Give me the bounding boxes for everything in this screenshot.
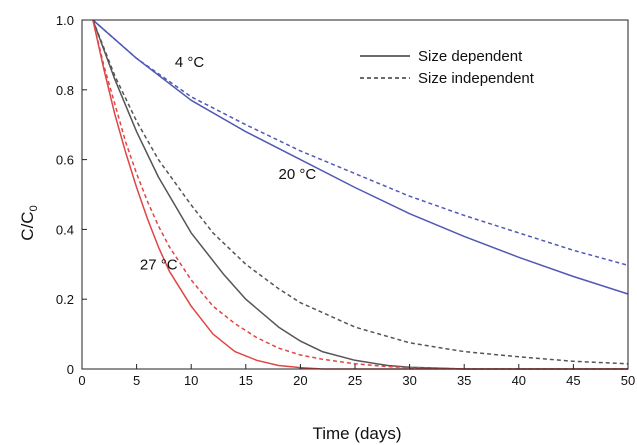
y-axis-label-subscript: 0 xyxy=(28,205,40,211)
legend-label-size-independent: Size independent xyxy=(418,70,535,87)
curve-annotation: 4 °C xyxy=(175,54,205,71)
x-tick-label: 5 xyxy=(133,373,140,388)
y-axis-label: C/C0 xyxy=(18,205,40,240)
y-axis-label-main: C/C xyxy=(18,211,37,240)
plot-frame xyxy=(81,19,629,370)
y-tick-label: 0.4 xyxy=(56,222,74,237)
series-line-dashed xyxy=(92,19,629,365)
y-tick-label: 0.6 xyxy=(56,153,74,168)
series-line-dashed xyxy=(92,19,629,267)
x-tick-label: 30 xyxy=(402,373,416,388)
y-tick-label: 0.8 xyxy=(56,83,74,98)
series-line-solid xyxy=(92,19,629,295)
x-tick-label: 10 xyxy=(184,373,198,388)
x-tick-label: 40 xyxy=(512,373,526,388)
y-tick-label: 1.0 xyxy=(56,13,74,28)
x-tick-label: 0 xyxy=(78,373,85,388)
series-line-solid xyxy=(92,19,628,370)
curve-annotation: 27 °C xyxy=(140,257,178,274)
y-axis: 0 0.2 0.4 0.6 0.8 1.0 xyxy=(56,13,87,377)
series-line-solid xyxy=(92,19,628,370)
y-tick-label: 0 xyxy=(67,362,74,377)
series-line-dashed xyxy=(92,19,628,370)
x-tick-label: 20 xyxy=(293,373,307,388)
curve-annotation: 20 °C xyxy=(279,166,317,183)
x-tick-label: 50 xyxy=(621,373,635,388)
x-axis: 0 5 10 15 20 25 30 35 40 45 50 xyxy=(78,364,635,388)
x-tick-label: 45 xyxy=(566,373,580,388)
legend-label-size-dependent: Size dependent xyxy=(418,48,523,65)
x-axis-label: Time (days) xyxy=(312,424,401,443)
y-tick-label: 0.2 xyxy=(56,292,74,307)
plot-series xyxy=(92,19,629,370)
x-tick-label: 25 xyxy=(348,373,362,388)
curve-annotations: 4 °C 20 °C 27 °C xyxy=(140,54,317,273)
legend: Size dependent Size independent xyxy=(360,48,535,87)
x-tick-label: 15 xyxy=(239,373,253,388)
x-tick-label: 35 xyxy=(457,373,471,388)
